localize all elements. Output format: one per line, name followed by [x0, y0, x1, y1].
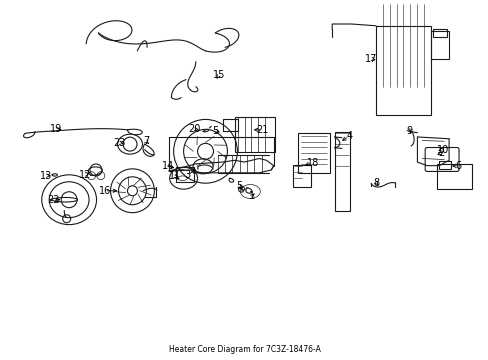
Text: 13: 13	[40, 171, 52, 181]
Text: 17: 17	[364, 54, 377, 64]
Text: 3: 3	[184, 170, 190, 180]
Bar	[234, 117, 274, 152]
Bar	[334, 132, 349, 211]
Text: 14: 14	[162, 161, 174, 171]
Bar	[432, 29, 446, 37]
Text: Heater Core Diagram for 7C3Z-18476-A: Heater Core Diagram for 7C3Z-18476-A	[168, 345, 320, 354]
Text: 11: 11	[169, 171, 181, 181]
Text: 6: 6	[455, 161, 461, 171]
Bar	[222, 119, 237, 131]
Text: 15: 15	[212, 70, 224, 80]
Text: 4: 4	[346, 131, 351, 141]
Text: 12: 12	[79, 170, 91, 180]
Bar	[430, 31, 448, 59]
Bar	[438, 161, 450, 169]
Text: 22: 22	[47, 195, 59, 205]
Bar	[298, 134, 329, 173]
Text: 2: 2	[438, 148, 444, 158]
Text: 9: 9	[405, 126, 411, 135]
Text: 8: 8	[372, 177, 378, 188]
Text: 5: 5	[236, 181, 242, 192]
Text: 7: 7	[142, 136, 149, 146]
Text: 18: 18	[306, 158, 318, 168]
Text: 1: 1	[248, 191, 254, 201]
Text: 20: 20	[188, 124, 201, 134]
Text: 10: 10	[436, 144, 448, 154]
Text: 19: 19	[50, 124, 62, 134]
Text: 16: 16	[99, 186, 111, 196]
Text: 23: 23	[113, 138, 125, 148]
Bar	[436, 164, 471, 189]
Bar	[176, 167, 194, 182]
Text: 21: 21	[256, 125, 268, 135]
Text: 5: 5	[212, 126, 218, 135]
Bar	[375, 26, 430, 116]
Bar	[293, 165, 310, 187]
